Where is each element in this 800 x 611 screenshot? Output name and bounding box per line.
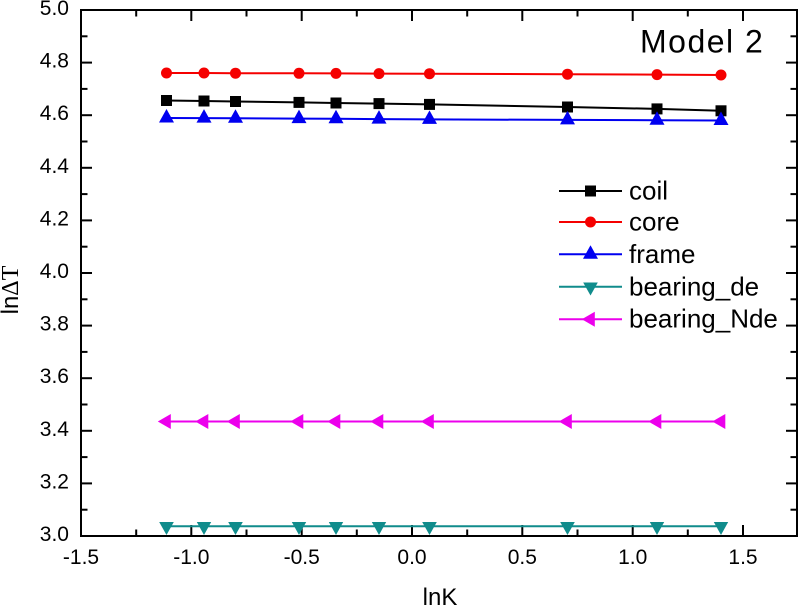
svg-text:coil: coil [629, 176, 668, 206]
svg-text:5.0: 5.0 [40, 0, 69, 20]
svg-text:0.5: 0.5 [508, 546, 537, 569]
svg-text:bearing_Nde: bearing_Nde [629, 304, 778, 334]
svg-text:4.0: 4.0 [40, 260, 69, 283]
svg-text:4.8: 4.8 [40, 50, 69, 73]
svg-text:3.0: 3.0 [40, 523, 69, 546]
svg-text:3.2: 3.2 [40, 470, 69, 493]
svg-text:1.0: 1.0 [618, 546, 647, 569]
svg-text:lnΔT: lnΔT [0, 265, 24, 314]
svg-text:3.6: 3.6 [40, 365, 69, 388]
svg-text:core: core [629, 207, 680, 237]
svg-text:0.0: 0.0 [397, 546, 426, 569]
svg-text:3.4: 3.4 [40, 418, 70, 441]
svg-text:4.4: 4.4 [40, 155, 70, 178]
svg-text:1.5: 1.5 [728, 546, 757, 569]
svg-text:bearing_de: bearing_de [629, 271, 759, 301]
svg-text:lnK: lnK [423, 584, 458, 606]
svg-text:4.6: 4.6 [40, 102, 69, 125]
svg-text:3.8: 3.8 [40, 313, 69, 336]
svg-text:frame: frame [629, 239, 695, 269]
svg-text:4.2: 4.2 [40, 207, 69, 230]
svg-text:-0.5: -0.5 [284, 546, 320, 569]
svg-text:-1.5: -1.5 [63, 546, 99, 569]
svg-text:Model 2: Model 2 [640, 24, 764, 60]
svg-text:-1.0: -1.0 [173, 546, 209, 569]
